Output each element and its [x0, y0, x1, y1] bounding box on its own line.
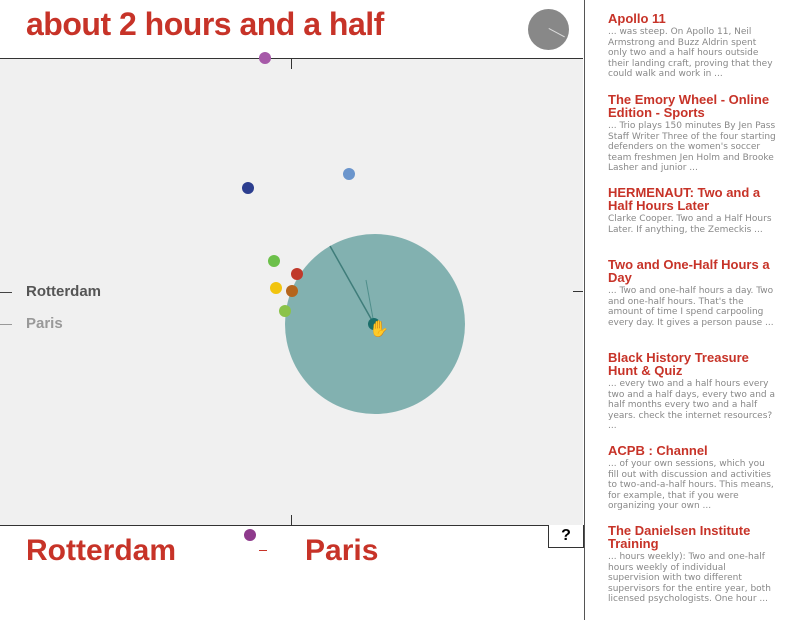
result-snippet: ... hours weekly): Two and one-half hour…	[608, 552, 771, 604]
route-dash	[259, 550, 267, 551]
hand-cursor-icon: ✋	[369, 321, 389, 338]
result-item: Apollo 11 ... was steep. On Apollo 11, N…	[608, 12, 778, 80]
origin-city-title: Rotterdam	[26, 534, 177, 567]
result-item: HERMENAUT: Two and a Half Hours Later Cl…	[608, 186, 778, 235]
result-item: ACPB : Channel ... of your own sessions,…	[608, 444, 778, 512]
result-title-link[interactable]: Apollo 11	[608, 11, 666, 26]
plot-dot[interactable]	[259, 52, 271, 64]
plot-dot[interactable]	[286, 285, 298, 297]
plot-dot[interactable]	[270, 282, 282, 294]
clock-icon	[528, 9, 569, 50]
selected-point[interactable]	[368, 318, 380, 330]
destination-label[interactable]: Paris	[0, 315, 63, 332]
duration-hands	[329, 245, 375, 325]
bottom-tick	[291, 515, 292, 525]
result-item: Two and One-Half Hours a Day ... Two and…	[608, 258, 778, 328]
panel-divider	[584, 0, 585, 620]
origin-label[interactable]: Rotterdam	[0, 283, 101, 300]
result-title-link[interactable]: The Danielsen Institute Training	[608, 523, 751, 551]
plot-dot[interactable]	[343, 168, 355, 180]
right-tick	[573, 291, 583, 292]
result-title-link[interactable]: ACPB : Channel	[608, 443, 708, 458]
plot-dot[interactable]	[291, 268, 303, 280]
result-item: Black History Treasure Hunt & Quiz ... e…	[608, 351, 778, 432]
result-item: The Danielsen Institute Training ... hou…	[608, 524, 778, 605]
plot-dot[interactable]	[268, 255, 280, 267]
result-title-link[interactable]: Black History Treasure Hunt & Quiz	[608, 350, 749, 378]
help-button[interactable]: ?	[548, 525, 584, 548]
result-snippet: ... every two and a half hours every two…	[608, 379, 775, 431]
plot-dot[interactable]	[242, 182, 254, 194]
result-title-link[interactable]: HERMENAUT: Two and a Half Hours Later	[608, 185, 761, 213]
plot-dot[interactable]	[279, 305, 291, 317]
result-snippet: Clarke Cooper. Two and a Half Hours Late…	[608, 214, 772, 235]
result-item: The Emory Wheel - Online Edition - Sport…	[608, 93, 778, 174]
visualization-panel: about 2 hours and a half Rotterdam Paris…	[0, 6, 584, 567]
result-snippet: ... of your own sessions, which you fill…	[608, 459, 774, 511]
search-results-panel: Apollo 11 ... was steep. On Apollo 11, N…	[585, 0, 800, 620]
result-snippet: ... was steep. On Apollo 11, Neil Armstr…	[608, 27, 773, 79]
duration-title: about 2 hours and a half	[26, 6, 384, 42]
result-title-link[interactable]: The Emory Wheel - Online Edition - Sport…	[608, 92, 770, 120]
result-title-link[interactable]: Two and One-Half Hours a Day	[608, 257, 770, 285]
result-snippet: ... Two and one-half hours a day. Two an…	[608, 286, 774, 328]
result-snippet: ... Trio plays 150 minutes By Jen Pass S…	[608, 121, 776, 173]
destination-city-title: Paris	[305, 534, 379, 567]
top-tick	[291, 59, 292, 69]
plot-dot[interactable]	[244, 529, 256, 541]
